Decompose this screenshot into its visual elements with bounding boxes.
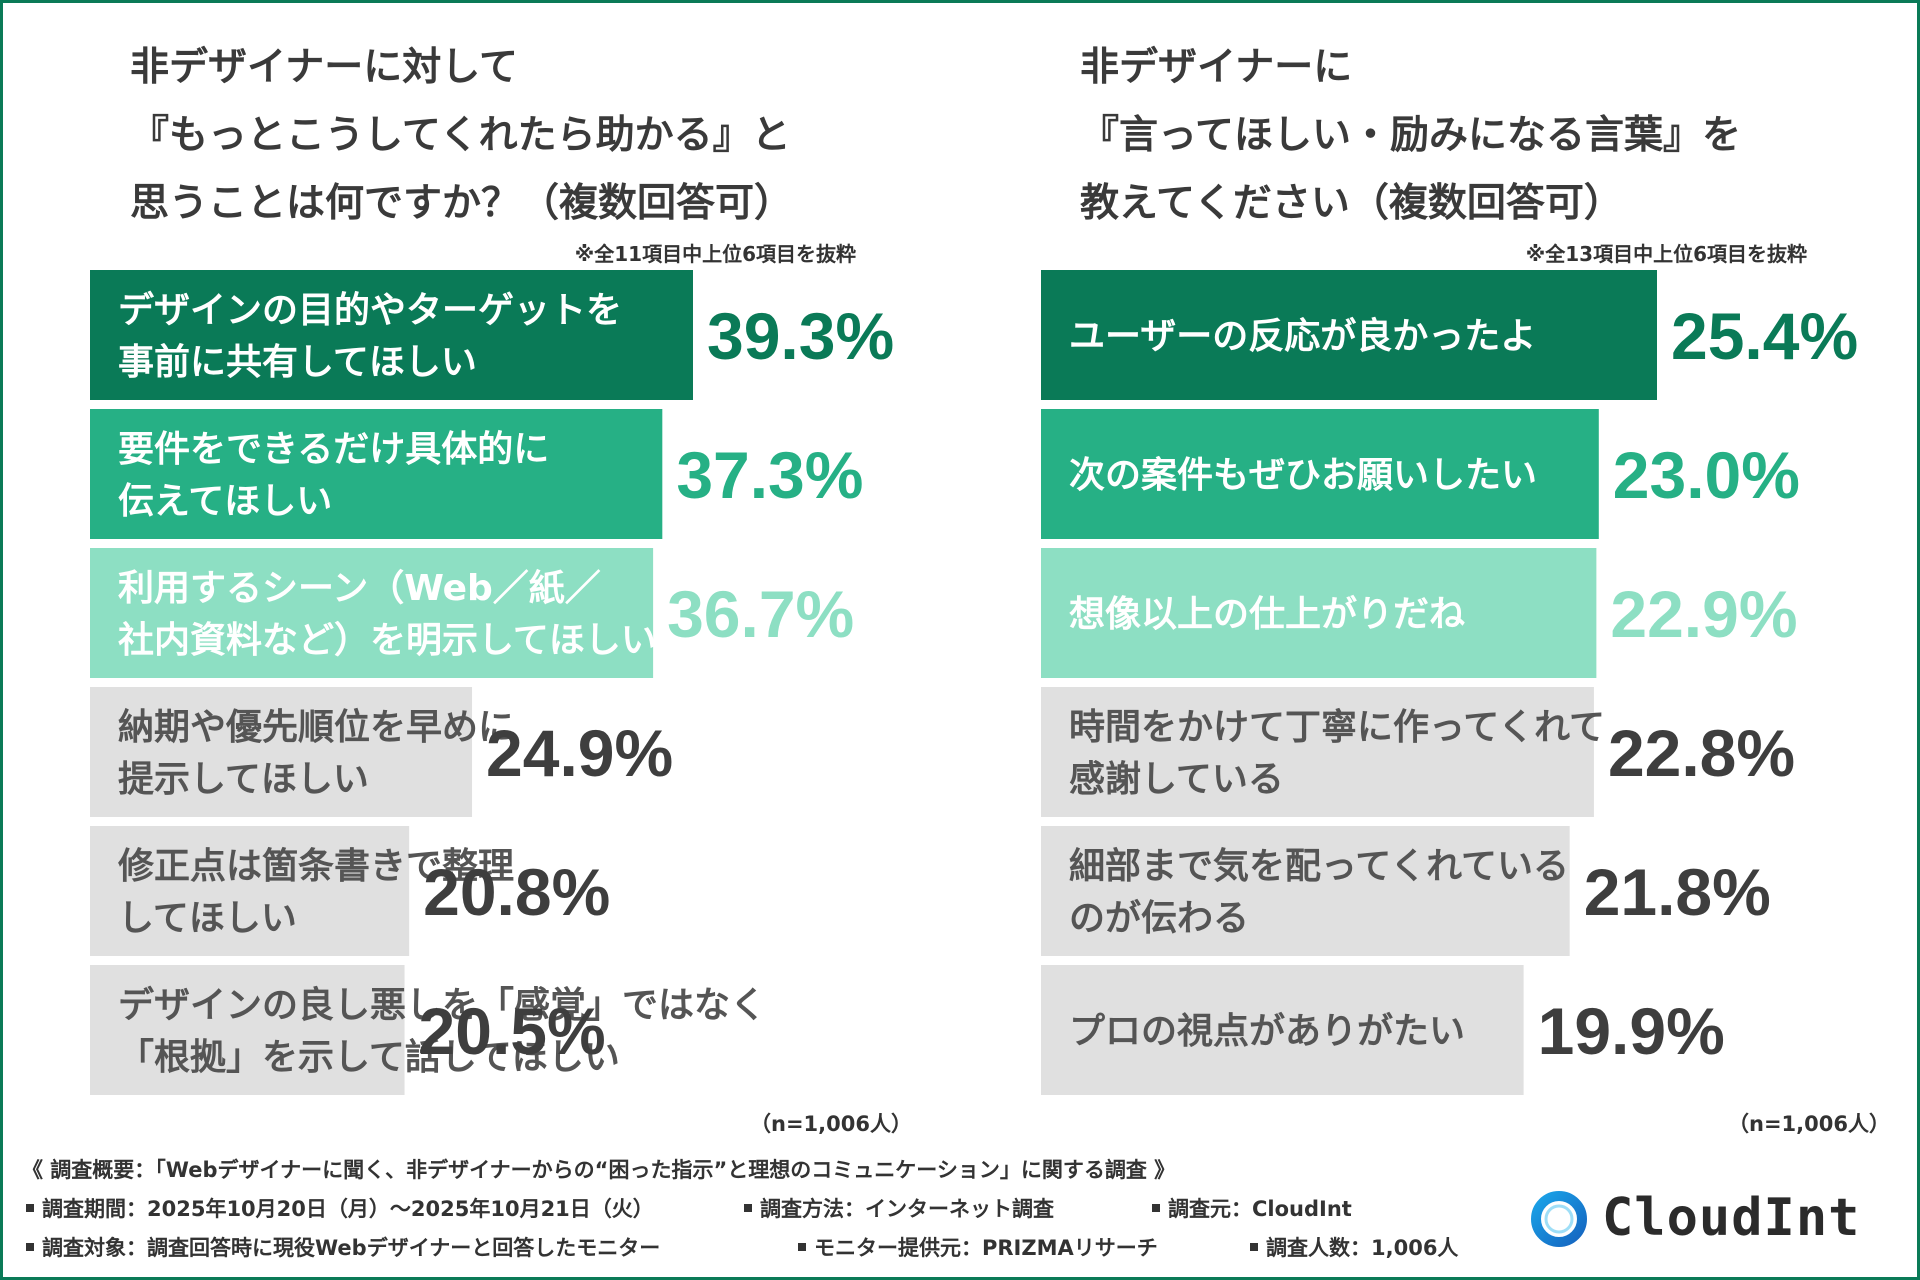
survey-summary: 《 調査概要：「Webデザイナーに聞く、非デザイナーからの“困った指示”と理想の…	[22, 1158, 1176, 1182]
survey-method: 調査方法：インターネット調査	[744, 1193, 1054, 1223]
left-bar-value-2: 37.3%	[676, 438, 863, 512]
right-bar-1	[1041, 270, 1657, 400]
bullet-icon	[1152, 1204, 1160, 1212]
bullet-icon	[26, 1204, 34, 1212]
survey-source-text: 調査元：CloudInt	[1168, 1197, 1352, 1221]
survey-provider-text: モニター提供元：PRIZMAリサーチ	[814, 1236, 1158, 1260]
right-bar-3	[1041, 548, 1597, 678]
right-bar-label-4-line-1: 時間をかけて丁寧に作ってくれて	[1069, 707, 1605, 748]
left-title-line-2: 『もっとこうしてくれたら助かる』と	[130, 113, 791, 158]
right-bar-value-5: 21.8%	[1584, 855, 1771, 929]
bullet-icon	[1250, 1243, 1258, 1251]
right-bar-label-6-line-1: プロの視点がありがたい	[1069, 1011, 1465, 1052]
left-bar-value-1: 39.3%	[707, 299, 894, 373]
survey-provider: モニター提供元：PRIZMAリサーチ	[798, 1232, 1158, 1262]
left-bar-label-2-line-2: 伝えてほしい	[118, 481, 332, 522]
left-bar-value-3: 36.7%	[667, 577, 854, 651]
right-bar-value-2: 23.0%	[1613, 438, 1800, 512]
right-title-line-1: 非デザイナーに	[1080, 45, 1353, 90]
right-sample-size: （n=1,006人）	[1728, 1112, 1890, 1136]
left-bar-value-6: 20.5%	[419, 994, 606, 1068]
right-bar-label-5-line-1: 細部まで気を配ってくれている	[1069, 846, 1569, 887]
right-bar-label-2-line-1: 次の案件もぜひお願いしたい	[1069, 455, 1537, 496]
left-chart-title: 非デザイナーに対して 『もっとこうしてくれたら助かる』と 思うことは何ですか？（…	[130, 34, 793, 238]
right-bar-value-3: 22.9%	[1610, 577, 1797, 651]
left-bar-1	[90, 270, 693, 400]
left-bar-label-4-line-2: 提示してほしい	[118, 759, 369, 800]
right-title-line-2: 『言ってほしい・励みになる言葉』を	[1080, 113, 1742, 158]
bullet-icon	[26, 1243, 34, 1251]
left-bar-label-4-line-1: 納期や優先順位を早めに	[118, 707, 514, 748]
left-bar-label-6-line-2: 「根拠」を示して話してほしい	[118, 1037, 620, 1078]
survey-count-text: 調査人数：1,006人	[1266, 1236, 1459, 1260]
right-bar-4	[1041, 687, 1594, 817]
left-bar-label-1-line-1: デザインの目的やターゲットを	[118, 289, 622, 331]
cloudint-ring-icon	[1531, 1191, 1587, 1247]
survey-target-text: 調査対象：調査回答時に現役Webデザイナーと回答したモニター	[42, 1236, 661, 1260]
left-bar-label-5-line-1: 修正点は箇条書きで整理	[118, 846, 514, 887]
left-bar-5	[90, 826, 410, 956]
right-bar-6	[1041, 965, 1524, 1095]
survey-period-text: 調査期間：2025年10月20日（月）〜2025年10月21日（火）	[42, 1197, 654, 1221]
survey-period: 調査期間：2025年10月20日（月）〜2025年10月21日（火）	[26, 1193, 654, 1223]
survey-count: 調査人数：1,006人	[1250, 1232, 1458, 1262]
left-bar-label-6-line-1: デザインの良し悪しを「感覚」ではなく	[118, 984, 766, 1026]
right-bar-label-4-line-2: 感謝している	[1069, 759, 1284, 800]
left-bar-value-5: 20.8%	[423, 855, 610, 929]
left-bar-label-1-line-2: 事前に共有してほしい	[118, 342, 477, 383]
left-chart-note: ※全11項目中上位6項目を抜粋	[574, 242, 856, 266]
right-chart-title: 非デザイナーに 『言ってほしい・励みになる言葉』を 教えてください（複数回答可）	[1080, 34, 1741, 238]
left-bar-3	[90, 548, 654, 678]
right-title-line-3: 教えてください（複数回答可）	[1080, 181, 1623, 226]
right-bar-label-5-line-2: のが伝わる	[1069, 898, 1249, 939]
right-bar-2	[1041, 409, 1599, 539]
right-bar-label-3-line-1: 想像以上の仕上がりだね	[1069, 594, 1465, 635]
logo-text: CloudInt	[1602, 1188, 1861, 1248]
bullet-icon	[744, 1204, 752, 1212]
survey-target: 調査対象：調査回答時に現役Webデザイナーと回答したモニター	[26, 1232, 660, 1262]
cloudint-logo: CloudInt	[1526, 1186, 1906, 1252]
left-bar-4	[90, 687, 473, 817]
left-bar-6	[90, 965, 405, 1095]
right-bar-value-1: 25.4%	[1671, 299, 1858, 373]
left-title-line-3: 思うことは何ですか？（複数回答可）	[130, 181, 794, 226]
left-bar-2	[90, 409, 663, 539]
left-bar-label-2-line-1: 要件をできるだけ具体的に	[118, 429, 549, 470]
bullet-icon	[798, 1243, 806, 1251]
survey-source: 調査元：CloudInt	[1152, 1193, 1352, 1223]
left-bar-label-3-line-1: 利用するシーン（Web／紙／	[118, 568, 601, 609]
survey-method-text: 調査方法：インターネット調査	[760, 1197, 1054, 1221]
left-bar-value-4: 24.9%	[486, 716, 673, 790]
right-bar-value-4: 22.8%	[1608, 716, 1795, 790]
right-chart-note: ※全13項目中上位6項目を抜粋	[1525, 242, 1807, 266]
right-bar-5	[1041, 826, 1570, 956]
right-bar-label-1-line-1: ユーザーの反応が良かったよ	[1069, 316, 1536, 357]
left-sample-size: （n=1,006人）	[750, 1112, 912, 1136]
left-bar-label-3-line-2: 社内資料など）を明示してほしい	[118, 620, 657, 661]
left-bar-label-5-line-2: してほしい	[118, 898, 297, 939]
right-bar-value-6: 19.9%	[1538, 994, 1725, 1068]
left-title-line-1: 非デザイナーに対して	[130, 45, 519, 90]
